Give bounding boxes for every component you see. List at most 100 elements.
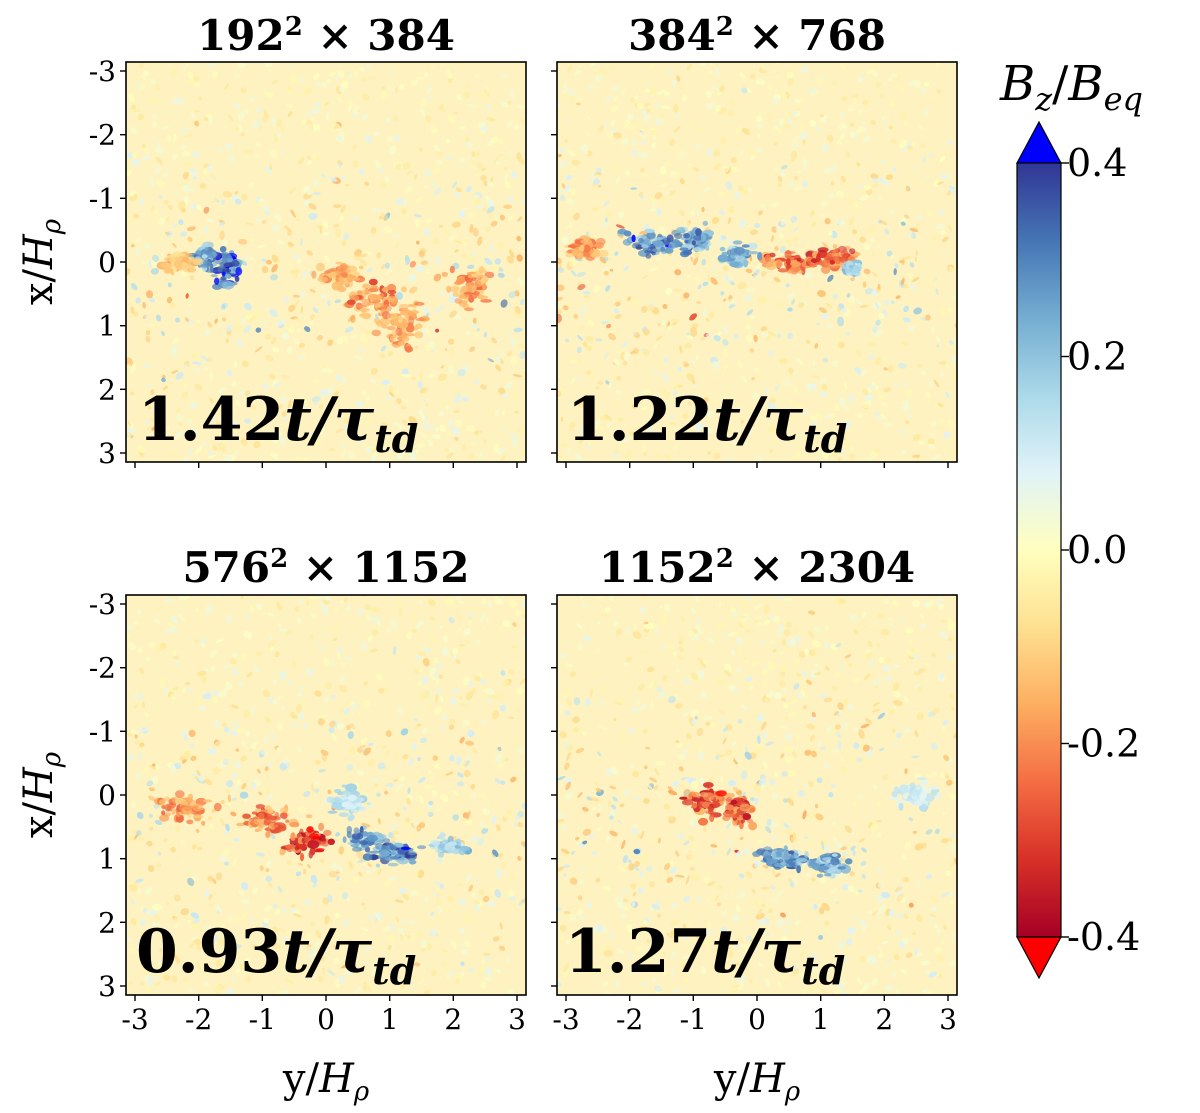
field-blob [864,394,873,401]
field-blob [706,148,714,157]
field-blob [329,447,335,452]
field-blob [171,346,178,356]
field-blob [907,179,916,183]
field-blob [598,725,608,731]
field-blob [281,706,285,711]
field-blob [682,923,687,929]
field-blob [332,957,340,964]
field-blob [935,223,945,230]
field-blob [147,976,153,987]
field-blob [155,156,163,165]
field-blob [137,646,143,654]
field-blob [486,104,493,109]
field-blob [502,680,509,687]
field-blob [675,850,680,857]
field-blob [388,145,397,155]
field-blob [296,328,302,334]
field-blob [746,936,752,941]
field-blob [137,940,144,948]
field-blob [937,928,941,933]
field-blob [193,75,201,81]
field-blob [188,687,193,692]
field-blob [249,918,254,923]
field-blob [438,103,444,110]
field-blob [584,396,592,400]
field-blob [673,443,679,451]
field-blob [304,668,312,674]
feature-blob [408,858,416,865]
field-blob [642,920,648,925]
field-blob [633,331,637,336]
field-blob [565,223,571,230]
field-blob [945,391,950,399]
field-blob [163,974,171,981]
field-blob [452,654,458,659]
feature-blob [797,269,804,274]
field-blob [447,78,453,84]
field-blob [439,304,445,311]
field-blob [367,635,373,641]
field-blob [591,851,598,856]
field-blob [570,166,577,172]
field-blob [571,159,580,166]
feature-blob [177,253,186,257]
feature-blob [279,807,289,813]
field-blob [830,181,835,186]
field-blob [570,269,577,277]
field-blob [272,224,280,232]
field-blob [447,895,455,903]
field-blob [840,122,847,129]
field-blob [429,616,436,621]
field-blob [381,263,387,270]
field-blob [193,81,201,89]
field-blob [647,304,655,312]
field-blob [639,152,649,159]
feature-blob [599,249,609,258]
field-blob [564,688,571,696]
field-blob [624,119,630,126]
field-blob [719,85,725,92]
field-blob [278,961,283,968]
field-blob [315,930,322,939]
field-blob [340,204,347,214]
field-blob [298,686,304,692]
field-blob [324,915,330,925]
feature-blob [583,244,591,253]
field-blob [429,667,437,675]
field-blob [144,243,150,249]
field-blob [683,292,690,299]
field-blob [824,920,830,927]
field-blob [151,776,159,784]
field-blob [334,912,341,919]
field-blob [563,970,569,978]
field-blob [302,702,306,707]
feature-blob [472,295,478,299]
field-blob [246,149,254,154]
field-blob [920,317,927,321]
field-blob [340,600,345,604]
field-blob [449,347,454,356]
field-blob [180,908,190,916]
field-blob [461,949,469,955]
field-blob [894,663,899,670]
field-blob [607,802,612,807]
field-blob [607,132,614,139]
field-blob [741,127,750,135]
feature-blob [236,822,245,827]
field-blob [451,221,462,228]
field-blob [439,695,444,702]
field-blob [209,665,216,673]
field-blob [277,723,283,731]
field-blob [294,318,304,323]
field-blob [574,453,583,461]
field-blob [298,712,305,721]
field-blob [318,404,325,410]
field-blob [599,415,607,422]
field-blob [611,86,621,90]
field-blob [690,672,699,681]
field-blob [478,792,487,800]
field-blob [679,345,683,354]
field-blob [395,162,402,170]
field-blob [264,354,275,362]
field-blob [491,103,498,110]
